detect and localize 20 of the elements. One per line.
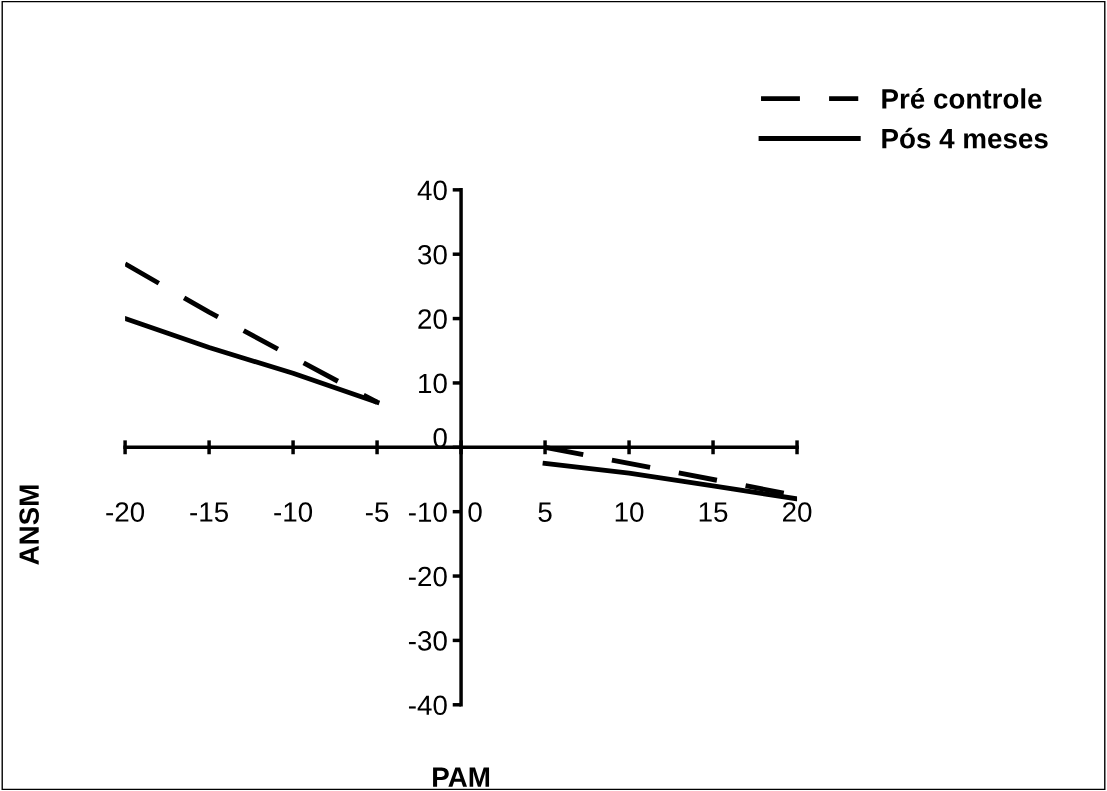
x-tick-label: 5 bbox=[538, 502, 552, 522]
legend-label: Pré controle bbox=[882, 88, 1042, 109]
y-tick-label: 20 bbox=[418, 309, 447, 329]
x-tick-label: -20 bbox=[106, 502, 145, 522]
x-tick-label: 0 bbox=[468, 502, 482, 522]
y-tick-label: -30 bbox=[408, 631, 447, 651]
x-tick-label: 15 bbox=[699, 502, 728, 522]
x-axis-title: PAM bbox=[433, 767, 490, 787]
y-tick-label: 10 bbox=[419, 373, 447, 394]
y-axis-title: ANSM bbox=[19, 485, 39, 565]
legend-label: Pós 4 meses bbox=[882, 127, 1048, 149]
x-tick-label: -15 bbox=[190, 502, 228, 522]
y-tick-label: -20 bbox=[408, 566, 447, 587]
x-tick-label: -10 bbox=[274, 502, 313, 522]
y-tick-label: -40 bbox=[408, 695, 447, 716]
x-tick-label: 20 bbox=[782, 502, 812, 522]
y-tick-label: 40 bbox=[417, 180, 447, 201]
x-tick-label: -5 bbox=[365, 502, 389, 522]
y-tick-label: 30 bbox=[418, 244, 447, 265]
x-tick-label: 10 bbox=[615, 502, 644, 522]
